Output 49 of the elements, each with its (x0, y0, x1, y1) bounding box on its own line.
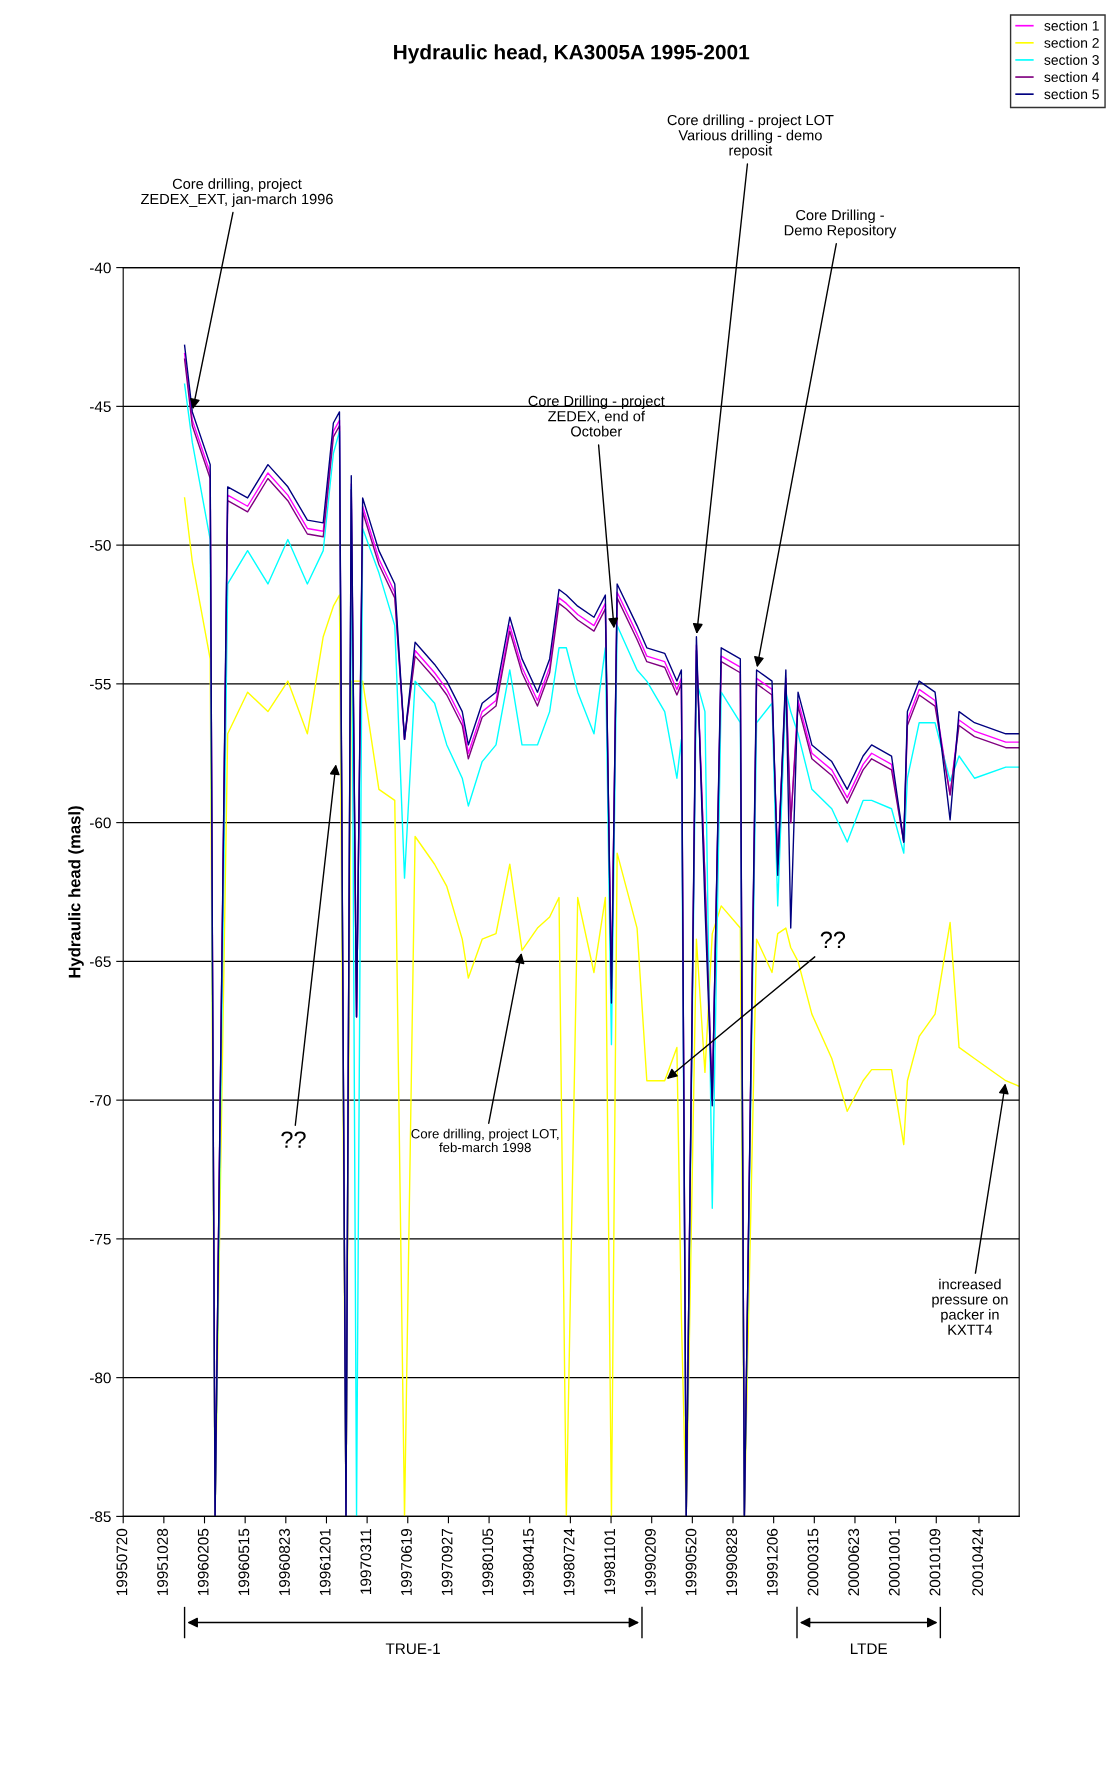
x-tick-label: 19950720 (116, 1528, 128, 1596)
x-tick-label: 20010109 (929, 1528, 941, 1596)
legend-label: section 3 (1044, 54, 1099, 65)
x-tick-label: 19960205 (197, 1528, 209, 1596)
x-tick-label: 20000623 (848, 1528, 860, 1596)
annotation: Core Drilling - project ZEDEX, end of October (528, 395, 665, 437)
text: TRUE-1 (385, 1643, 440, 1655)
x-tick-label: 20000315 (807, 1528, 819, 1596)
annotation: Core Drilling - Demo Repository (784, 209, 897, 239)
y-tick-label: -85 (89, 1511, 111, 1523)
x-tick-label: 19951028 (157, 1528, 168, 1596)
legend-label: section 4 (1044, 71, 1100, 83)
legend-label: section 2 (1044, 37, 1099, 48)
x-tick-label: 19960823 (279, 1528, 290, 1596)
y-tick-label: -65 (89, 956, 111, 968)
annotation: Core drilling, project LOT, feb-march 1998 (411, 1128, 559, 1153)
y-tick-label: -55 (89, 678, 111, 690)
x-tick-label: 20001001 (888, 1528, 900, 1596)
x-tick-label: 19981101 (604, 1528, 616, 1594)
x-tick-label: 19960515 (238, 1528, 250, 1596)
x-tick-label: 19970311 (360, 1528, 372, 1594)
x-tick-label: 19970619 (401, 1528, 412, 1596)
annotation: ?? (820, 931, 846, 949)
x-tick-label: 19961201 (319, 1528, 331, 1596)
y-axis-title: Hydraulic head (masl) (68, 806, 84, 978)
x-tick-label: 19990520 (685, 1528, 697, 1596)
y-tick-label: -45 (89, 401, 111, 413)
legend-label: section 5 (1044, 88, 1099, 100)
x-tick-label: 19990828 (726, 1528, 738, 1596)
x-tick-label: 20010424 (972, 1528, 984, 1596)
y-tick-label: -70 (89, 1095, 111, 1106)
x-tick-label: 19980415 (523, 1528, 534, 1596)
legend-label: section 1 (1044, 20, 1099, 31)
y-tick-label: -60 (89, 817, 111, 829)
y-tick-label: -40 (89, 262, 111, 274)
x-tick-label: 19970927 (441, 1528, 453, 1596)
y-tick-label: -75 (89, 1233, 111, 1245)
x-tick-label: 19980724 (563, 1528, 575, 1596)
x-tick-label: 19990209 (644, 1528, 656, 1596)
annotation: increased pressure on packer in KXTT4 (932, 1278, 1008, 1335)
annotation: Core drilling, project ZEDEX_EXT, jan-march 1996 (141, 178, 333, 208)
y-tick-label: -80 (89, 1372, 111, 1384)
annotation: ?? (281, 1131, 306, 1148)
y-tick-label: -50 (89, 539, 111, 551)
annotation: Core drilling - project LOT Various drilling - demo reposit (667, 114, 834, 159)
x-tick-label: 19991206 (766, 1528, 778, 1596)
x-tick-label: 19980105 (482, 1528, 494, 1596)
chart-title: Hydraulic head, KA3005A 1995-2001 (394, 44, 750, 64)
text: LTDE (850, 1643, 887, 1654)
